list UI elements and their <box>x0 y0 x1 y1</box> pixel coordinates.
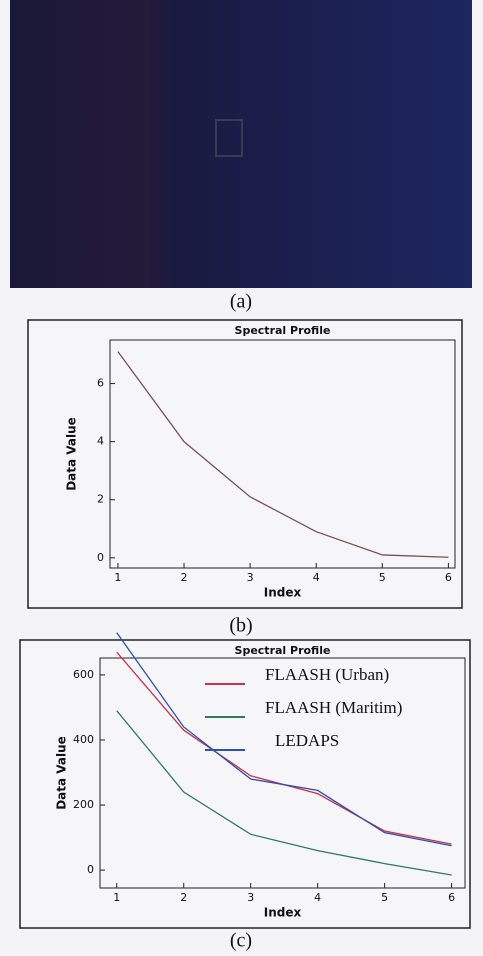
x-tick-label: 6 <box>445 571 452 584</box>
x-tick-label: 3 <box>247 571 254 584</box>
chart-frame <box>19 639 471 929</box>
y-tick-label: 4 <box>97 435 104 448</box>
y-tick-label: 400 <box>73 733 94 746</box>
x-tick-label: 3 <box>247 891 254 904</box>
y-tick-label: 0 <box>97 551 104 564</box>
x-tick-label: 1 <box>113 891 120 904</box>
caption: (a) <box>230 291 252 313</box>
image-feature <box>215 119 243 157</box>
caption: (c) <box>230 930 252 952</box>
x-tick-label: 5 <box>381 891 388 904</box>
chart-title: Spectral Profile <box>235 324 331 337</box>
chart-title: Spectral Profile <box>235 644 331 657</box>
data-line <box>117 351 449 558</box>
caption: (b) <box>229 615 252 637</box>
x-axis-label: Index <box>264 586 302 600</box>
y-tick-label: 200 <box>73 798 94 811</box>
data-line <box>116 710 452 876</box>
y-axis-label: Data Value <box>55 736 69 810</box>
chart-frame <box>27 319 463 609</box>
x-tick-label: 2 <box>181 571 188 584</box>
x-tick-label: 4 <box>313 571 320 584</box>
y-tick-label: 2 <box>97 493 104 506</box>
x-tick-label: 4 <box>314 891 321 904</box>
y-tick-label: 6 <box>97 377 104 390</box>
legend-label: FLAASH (Maritim) <box>265 698 402 717</box>
y-tick-label: 0 <box>87 863 94 876</box>
x-tick-label: 2 <box>180 891 187 904</box>
x-tick-label: 5 <box>379 571 386 584</box>
y-tick-label: 600 <box>73 668 94 681</box>
y-axis-label: Data Value <box>65 417 79 491</box>
x-tick-label: 1 <box>114 571 121 584</box>
plot-area <box>109 339 456 569</box>
data-line <box>116 632 452 847</box>
legend-label: FLAASH (Urban) <box>265 665 389 684</box>
x-axis-label: Index <box>264 906 302 920</box>
plot-area <box>99 657 466 889</box>
legend-label: LEDAPS <box>275 731 339 750</box>
x-tick-label: 6 <box>448 891 455 904</box>
